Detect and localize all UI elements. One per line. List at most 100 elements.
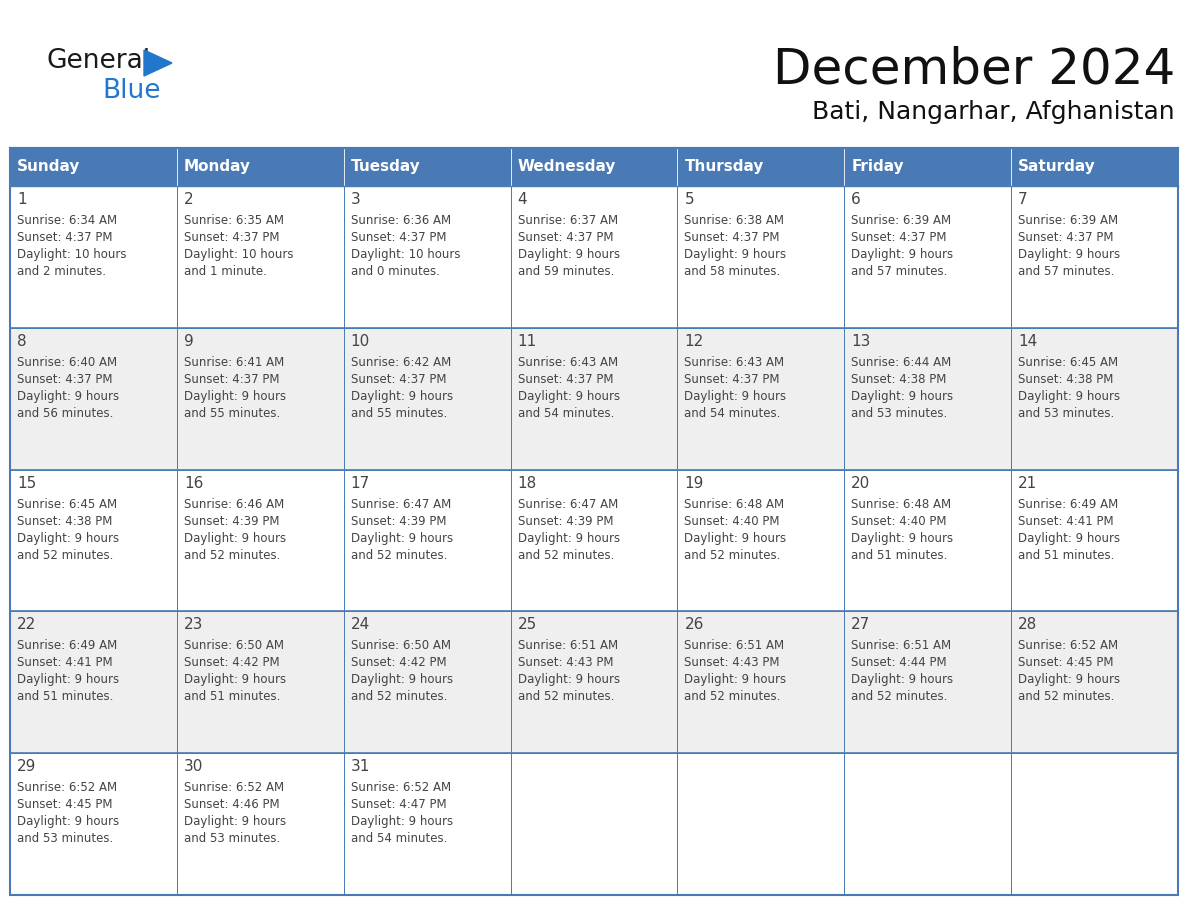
Text: and 52 minutes.: and 52 minutes. <box>684 549 781 562</box>
Bar <box>677 148 845 186</box>
Text: Daylight: 10 hours: Daylight: 10 hours <box>184 248 293 261</box>
Text: Tuesday: Tuesday <box>350 160 421 174</box>
Text: and 51 minutes.: and 51 minutes. <box>17 690 113 703</box>
Text: 9: 9 <box>184 334 194 349</box>
Text: Sunrise: 6:40 AM: Sunrise: 6:40 AM <box>17 356 118 369</box>
Text: Sunset: 4:47 PM: Sunset: 4:47 PM <box>350 798 447 812</box>
Text: Sunrise: 6:43 AM: Sunrise: 6:43 AM <box>684 356 784 369</box>
Text: Daylight: 9 hours: Daylight: 9 hours <box>684 390 786 403</box>
Text: and 55 minutes.: and 55 minutes. <box>184 407 280 420</box>
Text: Sunrise: 6:47 AM: Sunrise: 6:47 AM <box>350 498 451 510</box>
Text: 21: 21 <box>1018 476 1037 490</box>
Text: 31: 31 <box>350 759 371 774</box>
Text: and 52 minutes.: and 52 minutes. <box>518 690 614 703</box>
Bar <box>845 328 1011 470</box>
Bar <box>343 611 511 753</box>
Bar <box>1011 753 1178 895</box>
Text: Sunset: 4:37 PM: Sunset: 4:37 PM <box>518 231 613 244</box>
Bar <box>10 148 177 186</box>
Text: Sunrise: 6:38 AM: Sunrise: 6:38 AM <box>684 214 784 227</box>
Text: and 52 minutes.: and 52 minutes. <box>852 690 948 703</box>
Text: Sunrise: 6:51 AM: Sunrise: 6:51 AM <box>518 640 618 653</box>
Text: Sunrise: 6:52 AM: Sunrise: 6:52 AM <box>1018 640 1118 653</box>
Text: 1: 1 <box>17 192 26 207</box>
Text: Sunset: 4:39 PM: Sunset: 4:39 PM <box>184 515 279 528</box>
Bar <box>845 753 1011 895</box>
Text: Sunrise: 6:51 AM: Sunrise: 6:51 AM <box>684 640 784 653</box>
Text: and 53 minutes.: and 53 minutes. <box>184 833 280 845</box>
Text: and 52 minutes.: and 52 minutes. <box>184 549 280 562</box>
Text: 11: 11 <box>518 334 537 349</box>
Text: 28: 28 <box>1018 618 1037 633</box>
Text: Daylight: 10 hours: Daylight: 10 hours <box>17 248 126 261</box>
Text: Daylight: 9 hours: Daylight: 9 hours <box>684 532 786 544</box>
Text: Daylight: 9 hours: Daylight: 9 hours <box>1018 390 1120 403</box>
Text: and 53 minutes.: and 53 minutes. <box>1018 407 1114 420</box>
Text: Sunrise: 6:45 AM: Sunrise: 6:45 AM <box>17 498 118 510</box>
Text: Daylight: 9 hours: Daylight: 9 hours <box>184 674 286 687</box>
Text: Daylight: 9 hours: Daylight: 9 hours <box>350 815 453 828</box>
Bar <box>1011 470 1178 611</box>
Text: Monday: Monday <box>184 160 251 174</box>
Text: Daylight: 9 hours: Daylight: 9 hours <box>350 532 453 544</box>
Text: and 52 minutes.: and 52 minutes. <box>350 549 447 562</box>
Text: Sunset: 4:37 PM: Sunset: 4:37 PM <box>184 373 279 386</box>
Text: Daylight: 9 hours: Daylight: 9 hours <box>684 248 786 261</box>
Bar <box>10 470 177 611</box>
Text: December 2024: December 2024 <box>772 45 1175 93</box>
Text: Sunrise: 6:52 AM: Sunrise: 6:52 AM <box>17 781 118 794</box>
Text: Saturday: Saturday <box>1018 160 1095 174</box>
Text: Sunset: 4:45 PM: Sunset: 4:45 PM <box>17 798 113 812</box>
Text: and 0 minutes.: and 0 minutes. <box>350 265 440 278</box>
Bar <box>677 470 845 611</box>
Text: Sunset: 4:39 PM: Sunset: 4:39 PM <box>350 515 447 528</box>
Text: Sunrise: 6:48 AM: Sunrise: 6:48 AM <box>684 498 784 510</box>
Text: Thursday: Thursday <box>684 160 764 174</box>
Text: and 56 minutes.: and 56 minutes. <box>17 407 113 420</box>
Text: Sunrise: 6:52 AM: Sunrise: 6:52 AM <box>184 781 284 794</box>
Bar <box>177 328 343 470</box>
Text: and 59 minutes.: and 59 minutes. <box>518 265 614 278</box>
Text: Sunset: 4:43 PM: Sunset: 4:43 PM <box>684 656 781 669</box>
Bar <box>1011 148 1178 186</box>
Bar <box>1011 611 1178 753</box>
Text: Sunset: 4:44 PM: Sunset: 4:44 PM <box>852 656 947 669</box>
Text: Sunrise: 6:51 AM: Sunrise: 6:51 AM <box>852 640 952 653</box>
Text: Sunset: 4:37 PM: Sunset: 4:37 PM <box>350 231 447 244</box>
Text: 24: 24 <box>350 618 369 633</box>
Text: Daylight: 9 hours: Daylight: 9 hours <box>1018 248 1120 261</box>
Text: Sunset: 4:40 PM: Sunset: 4:40 PM <box>852 515 947 528</box>
Bar <box>511 328 677 470</box>
Text: Sunset: 4:46 PM: Sunset: 4:46 PM <box>184 798 279 812</box>
Text: Sunrise: 6:47 AM: Sunrise: 6:47 AM <box>518 498 618 510</box>
Bar <box>677 186 845 328</box>
Text: Wednesday: Wednesday <box>518 160 615 174</box>
Bar <box>511 611 677 753</box>
Text: 20: 20 <box>852 476 871 490</box>
Text: Daylight: 9 hours: Daylight: 9 hours <box>518 532 620 544</box>
Text: Sunrise: 6:44 AM: Sunrise: 6:44 AM <box>852 356 952 369</box>
Text: 15: 15 <box>17 476 37 490</box>
Text: Sunset: 4:37 PM: Sunset: 4:37 PM <box>184 231 279 244</box>
Bar <box>177 186 343 328</box>
Bar <box>343 753 511 895</box>
Text: Daylight: 9 hours: Daylight: 9 hours <box>184 815 286 828</box>
Text: Daylight: 9 hours: Daylight: 9 hours <box>17 390 119 403</box>
Text: 10: 10 <box>350 334 369 349</box>
Text: Daylight: 9 hours: Daylight: 9 hours <box>184 532 286 544</box>
Text: 18: 18 <box>518 476 537 490</box>
Bar <box>177 148 343 186</box>
Text: Sunset: 4:37 PM: Sunset: 4:37 PM <box>684 231 781 244</box>
Text: Daylight: 9 hours: Daylight: 9 hours <box>852 248 954 261</box>
Text: and 51 minutes.: and 51 minutes. <box>852 549 948 562</box>
Text: Sunset: 4:37 PM: Sunset: 4:37 PM <box>518 373 613 386</box>
Text: 7: 7 <box>1018 192 1028 207</box>
Bar <box>10 611 177 753</box>
Text: Sunset: 4:38 PM: Sunset: 4:38 PM <box>852 373 947 386</box>
Bar <box>677 753 845 895</box>
Text: Daylight: 9 hours: Daylight: 9 hours <box>518 248 620 261</box>
Text: 3: 3 <box>350 192 360 207</box>
Text: Daylight: 9 hours: Daylight: 9 hours <box>184 390 286 403</box>
Bar <box>343 186 511 328</box>
Text: and 52 minutes.: and 52 minutes. <box>684 690 781 703</box>
